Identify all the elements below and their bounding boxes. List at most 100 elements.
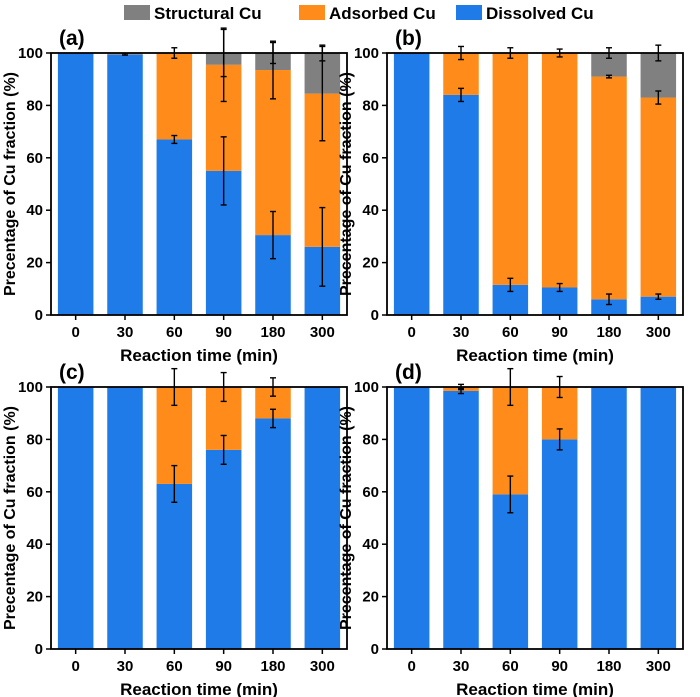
y-tick-label: 0 <box>371 641 379 658</box>
x-tick-label: 300 <box>646 658 671 675</box>
bar-segment <box>156 53 193 140</box>
legend-label: Structural Cu <box>154 4 262 23</box>
panel-c: 0 30 60 90 180 300 0 20 40 60 80 100 (c) Reaction tim… <box>2 361 348 697</box>
error-bar <box>171 134 178 145</box>
error-bar <box>171 464 178 503</box>
bar-segment <box>107 54 143 316</box>
error-bar <box>655 90 662 105</box>
y-tick-label: 40 <box>26 536 43 553</box>
x-axis-label: Reaction time (min) <box>456 680 614 697</box>
bar-segment <box>57 387 94 649</box>
x-tick-label: 60 <box>502 658 519 675</box>
x-tick-label: 30 <box>117 658 134 675</box>
x-tick-label: 90 <box>551 658 568 675</box>
x-tick-label: 0 <box>407 658 415 675</box>
bar-segment <box>541 439 578 649</box>
y-tick-label: 80 <box>362 431 379 448</box>
x-tick-label: 300 <box>646 324 671 341</box>
x-tick-label: 30 <box>117 324 134 341</box>
y-tick-label: 20 <box>362 589 379 606</box>
x-tick-label: 90 <box>551 324 568 341</box>
bar-segment <box>393 53 430 315</box>
x-tick-label: 60 <box>166 324 183 341</box>
x-tick-label: 300 <box>310 324 335 341</box>
y-tick-label: 100 <box>18 45 43 62</box>
x-tick-label: 0 <box>71 324 79 341</box>
error-bar <box>220 136 227 206</box>
bar-segment <box>255 418 291 649</box>
bar-segment <box>304 387 341 649</box>
error-bar <box>606 293 612 306</box>
y-tick-label: 40 <box>362 536 379 553</box>
y-axis-label: Precentage of Cu fraction (%) <box>338 406 355 630</box>
bar-segment <box>107 387 143 649</box>
panel-b: 0 30 60 90 180 300 0 20 40 60 80 100 (b) Reaction tim… <box>338 27 684 365</box>
legend-swatch <box>456 5 482 20</box>
y-tick-label: 20 <box>362 255 379 272</box>
error-bar <box>556 428 563 451</box>
error-bar <box>270 210 276 260</box>
bar-segment <box>591 53 627 77</box>
error-bar <box>319 206 326 287</box>
error-bar <box>507 277 514 293</box>
bar-segment <box>591 387 627 649</box>
x-tick-label: 180 <box>596 658 621 675</box>
legend-label: Adsorbed Cu <box>329 4 436 23</box>
x-axis-label: Reaction time (min) <box>120 680 278 697</box>
y-tick-label: 100 <box>18 379 43 396</box>
y-tick-label: 80 <box>26 431 43 448</box>
y-tick-label: 80 <box>26 97 43 114</box>
y-tick-label: 20 <box>26 255 43 272</box>
bar-segment <box>640 97 677 297</box>
bar-segment <box>591 299 627 315</box>
legend-label: Dissolved Cu <box>486 4 594 23</box>
y-tick-label: 40 <box>362 202 379 219</box>
x-tick-label: 0 <box>407 324 415 341</box>
y-axis-label: Precentage of Cu fraction (%) <box>2 406 19 630</box>
error-bar <box>220 434 227 465</box>
x-tick-label: 180 <box>596 324 621 341</box>
y-tick-label: 60 <box>26 150 43 167</box>
error-bar <box>458 87 464 103</box>
y-axis-label: Precentage of Cu fraction (%) <box>338 72 355 296</box>
y-tick-label: 0 <box>35 307 43 324</box>
bar-segment <box>492 53 529 285</box>
bar-segment <box>443 94 479 315</box>
legend-swatch <box>124 5 150 20</box>
bar-segment <box>443 390 479 649</box>
plot-frame <box>386 52 684 316</box>
bar-segment <box>156 483 193 649</box>
panel-label: (d) <box>395 361 422 384</box>
error-bar <box>606 74 612 79</box>
y-tick-label: 40 <box>26 202 43 219</box>
bar-segment <box>541 53 578 288</box>
y-tick-label: 20 <box>26 589 43 606</box>
panel-a: 0 30 60 90 180 300 0 20 40 60 80 100 (a) Reaction tim… <box>2 27 348 365</box>
x-tick-label: 90 <box>215 658 232 675</box>
x-axis-label: Reaction time (min) <box>456 346 614 365</box>
x-tick-label: 30 <box>453 658 470 675</box>
panel-label: (b) <box>395 27 422 50</box>
bar-segment <box>205 449 242 649</box>
y-tick-label: 100 <box>354 45 379 62</box>
bar-segment <box>393 387 430 649</box>
bar-segment <box>640 296 677 315</box>
x-tick-label: 90 <box>215 324 232 341</box>
x-tick-label: 0 <box>71 658 79 675</box>
bar-segment <box>640 387 677 649</box>
x-tick-label: 60 <box>166 658 183 675</box>
x-tick-label: 300 <box>310 658 335 675</box>
y-tick-label: 60 <box>26 484 43 501</box>
y-tick-label: 60 <box>362 484 379 501</box>
x-tick-label: 60 <box>502 324 519 341</box>
x-tick-label: 180 <box>260 324 285 341</box>
y-tick-label: 0 <box>35 641 43 658</box>
legend-swatch <box>299 5 325 20</box>
x-tick-label: 30 <box>453 324 470 341</box>
panel-label: (c) <box>59 361 85 384</box>
y-tick-label: 0 <box>371 307 379 324</box>
plot-frame <box>50 52 348 316</box>
y-tick-label: 60 <box>362 150 379 167</box>
bar-segment <box>57 53 94 315</box>
